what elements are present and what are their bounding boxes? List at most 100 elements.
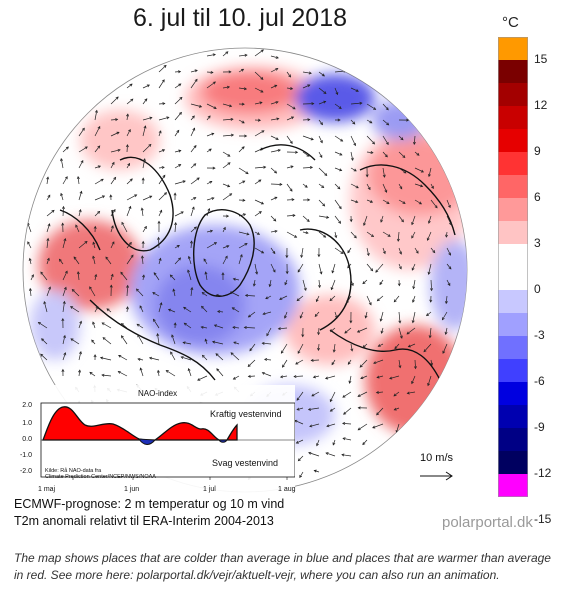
wind-arrow bbox=[168, 309, 176, 313]
wind-arrow bbox=[302, 84, 310, 89]
wind-arrow-head bbox=[125, 306, 129, 310]
wind-arrow bbox=[126, 129, 131, 137]
wind-arrow bbox=[318, 343, 320, 351]
wind-arrow bbox=[357, 391, 368, 397]
forecast-line: ECMWF-prognose: 2 m temperatur og 10 m v… bbox=[14, 497, 285, 511]
wind-arrow-head bbox=[445, 234, 449, 238]
wind-arrow-head bbox=[176, 129, 180, 133]
wind-arrow bbox=[286, 71, 291, 78]
wind-arrow-head bbox=[380, 219, 384, 223]
wind-arrow-head bbox=[157, 236, 161, 240]
wind-arrow-head bbox=[239, 253, 243, 258]
wind-arrow-head bbox=[101, 373, 105, 377]
wind-arrow bbox=[398, 311, 401, 323]
wind-arrow bbox=[423, 343, 432, 353]
wind-arrow bbox=[78, 321, 82, 329]
wind-arrow-head bbox=[142, 274, 145, 278]
wind-arrow bbox=[230, 352, 240, 361]
wind-arrow-head bbox=[191, 206, 195, 210]
wind-arrow-head bbox=[296, 298, 300, 302]
wind-arrow-head bbox=[294, 235, 298, 238]
warm-anomaly-north-halo bbox=[185, 66, 325, 130]
wind-arrow-head bbox=[338, 206, 342, 210]
wind-arrow-head bbox=[370, 268, 374, 272]
wind-arrow-head bbox=[247, 314, 251, 318]
warm-anomaly-southeast bbox=[365, 325, 465, 435]
colorbar-swatch bbox=[498, 83, 528, 107]
wind-arrow-head bbox=[402, 155, 406, 159]
wind-arrow-head bbox=[406, 118, 410, 122]
wind-arrow bbox=[183, 306, 192, 313]
wind-arrow-head bbox=[172, 288, 176, 292]
wind-arrow-head bbox=[230, 352, 234, 356]
wind-arrow bbox=[381, 327, 384, 334]
wind-arrow bbox=[206, 242, 217, 249]
wind-arrow-head bbox=[227, 153, 231, 157]
wind-arrow-head bbox=[37, 321, 41, 325]
figure: 6. jul til 10. jul 2018 bbox=[14, 4, 552, 531]
wind-arrow bbox=[428, 263, 432, 275]
wind-arrow-head bbox=[427, 383, 431, 387]
wind-arrow-head bbox=[178, 70, 182, 74]
wind-arrow-head bbox=[226, 245, 230, 248]
wind-arrow-head bbox=[194, 78, 198, 82]
wind-arrow bbox=[286, 165, 294, 169]
wind-arrow bbox=[427, 375, 432, 386]
wind-arrow bbox=[62, 146, 69, 153]
wind-arrow-head bbox=[274, 229, 278, 233]
nao-title: NAO-index bbox=[138, 389, 178, 398]
wind-arrow bbox=[190, 115, 195, 121]
wind-arrow-head bbox=[93, 354, 97, 358]
wind-arrow bbox=[398, 167, 407, 174]
wind-arrow-head bbox=[284, 282, 288, 286]
wind-arrow bbox=[286, 183, 293, 192]
wind-arrow-head bbox=[434, 205, 438, 209]
wind-arrow-head bbox=[307, 407, 312, 411]
wind-arrow-head bbox=[386, 201, 390, 204]
wind-arrow bbox=[70, 306, 80, 313]
wind-arrow bbox=[397, 231, 400, 242]
wind-arrow-head bbox=[448, 252, 452, 256]
wind-arrow bbox=[78, 146, 88, 153]
wind-arrow-head bbox=[242, 180, 246, 184]
wind-arrow bbox=[110, 241, 115, 249]
wind-arrow bbox=[334, 311, 338, 319]
wind-arrow-head bbox=[121, 221, 125, 225]
wind-arrow bbox=[238, 231, 250, 235]
wind-arrow-head bbox=[416, 152, 420, 156]
wind-arrow-head bbox=[447, 282, 451, 287]
wind-arrow bbox=[142, 158, 146, 169]
wind-arrow-head bbox=[244, 53, 248, 57]
wind-arrow-head bbox=[420, 184, 424, 188]
wind-arrow bbox=[110, 131, 120, 137]
wind-arrow bbox=[302, 215, 310, 222]
wind-arrow-head bbox=[204, 271, 208, 275]
wind-arrow bbox=[142, 117, 152, 121]
wind-arrow bbox=[318, 135, 323, 143]
wind-arrow-head bbox=[289, 188, 293, 192]
wind-arrow bbox=[46, 194, 51, 201]
wind-arrow bbox=[332, 439, 336, 446]
wind-arrow-head bbox=[62, 334, 66, 339]
wind-arrow-head bbox=[106, 308, 110, 312]
wind-arrow bbox=[158, 130, 162, 137]
wind-arrow-head bbox=[339, 152, 343, 156]
wind-arrow-head bbox=[355, 200, 359, 204]
wind-arrow-head bbox=[353, 168, 357, 172]
wind-arrow-head bbox=[198, 104, 203, 108]
colorbar-swatch bbox=[498, 405, 528, 429]
wind-arrow bbox=[158, 79, 165, 89]
wind-arrow-head bbox=[161, 79, 165, 83]
wind-arrow-head bbox=[318, 284, 322, 289]
wind-arrow bbox=[299, 471, 304, 478]
wind-arrow-head bbox=[242, 213, 247, 217]
wind-arrow-head bbox=[413, 366, 417, 370]
wind-arrow bbox=[376, 375, 384, 378]
wind-arrow-head bbox=[411, 381, 414, 385]
wind-arrow bbox=[102, 337, 112, 345]
wind-arrow-head bbox=[412, 141, 416, 146]
wind-arrow bbox=[302, 135, 314, 140]
wind-arrow-head bbox=[100, 178, 104, 182]
wind-arrow bbox=[347, 263, 352, 269]
wind-arrow bbox=[94, 145, 101, 153]
